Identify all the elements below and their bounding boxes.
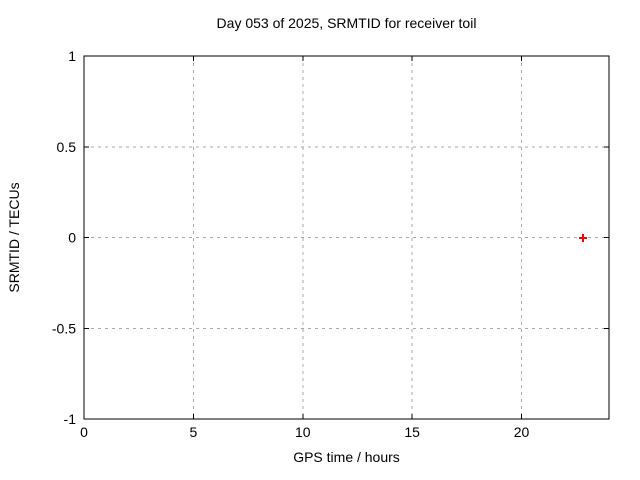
x-tick-label: 15 bbox=[404, 424, 420, 440]
y-tick-label: 0.5 bbox=[57, 139, 77, 155]
y-tick-label: -0.5 bbox=[52, 320, 76, 336]
y-tick-label: -1 bbox=[64, 411, 77, 427]
chart-title: Day 053 of 2025, SRMTID for receiver toi… bbox=[216, 15, 477, 31]
x-tick-label: 10 bbox=[295, 424, 311, 440]
y-tick-label: 1 bbox=[68, 48, 76, 64]
data-point-marker bbox=[579, 234, 587, 242]
x-tick-label: 20 bbox=[514, 424, 530, 440]
y-tick-label: 0 bbox=[68, 230, 76, 246]
x-tick-label: 5 bbox=[189, 424, 197, 440]
x-tick-label: 0 bbox=[80, 424, 88, 440]
x-axis-label: GPS time / hours bbox=[293, 449, 400, 465]
